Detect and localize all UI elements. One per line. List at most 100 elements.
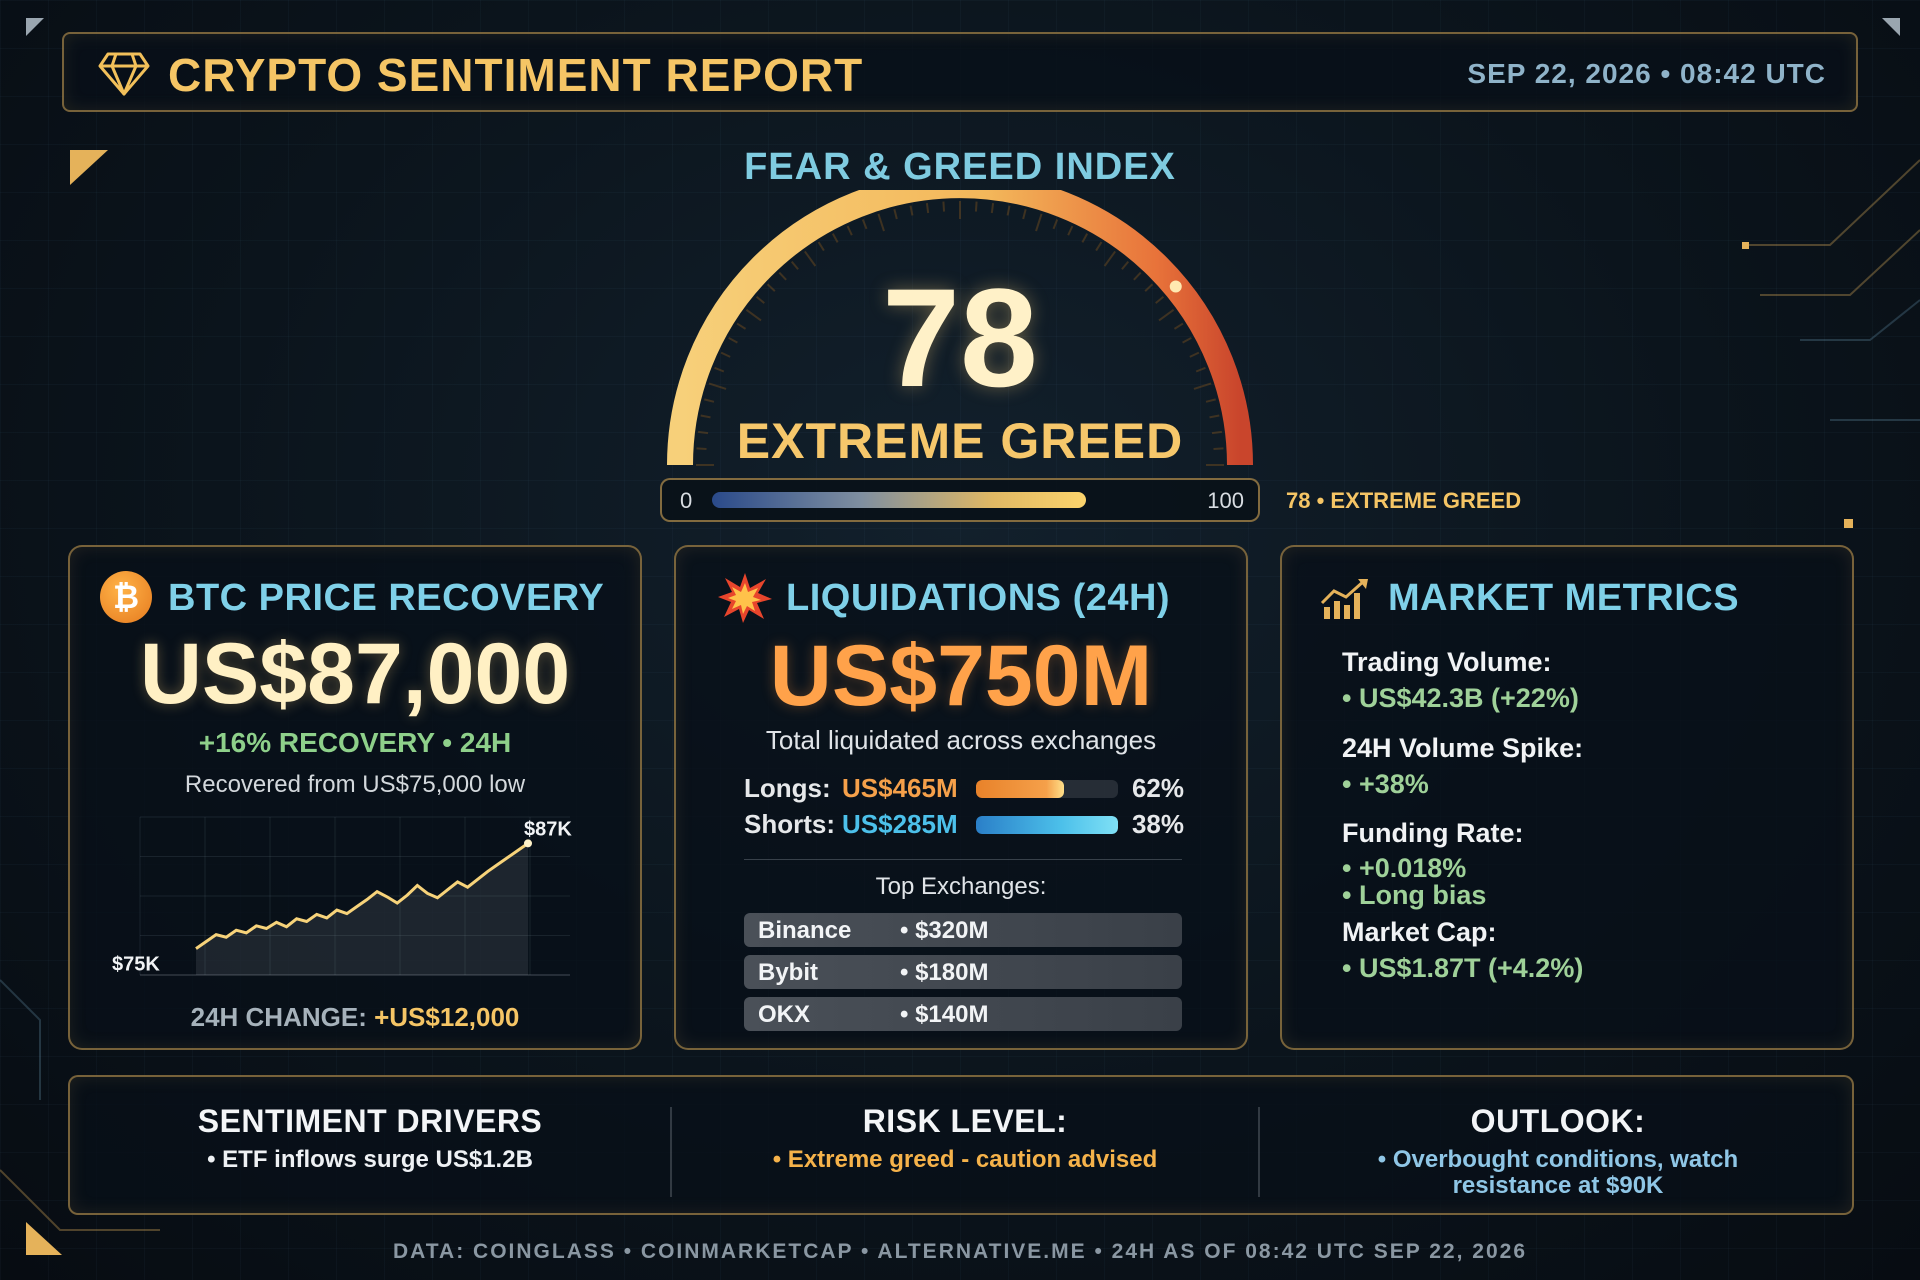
gauge-tick — [1158, 309, 1175, 322]
gauge-tick — [1205, 398, 1216, 403]
report-title: CRYPTO SENTIMENT REPORT — [168, 49, 864, 101]
scale-fill — [712, 492, 1087, 508]
diamond-icon — [98, 52, 150, 96]
funding-bias-value: • Long bias — [1342, 880, 1487, 910]
chart-end-label: $87K — [524, 818, 572, 840]
risk-level-title: RISK LEVEL: — [862, 1103, 1068, 1139]
outlook: OUTLOOK: • Overbought conditions, watch … — [1260, 1077, 1856, 1217]
gauge-caption: 78 • EXTREME GREED — [1286, 488, 1522, 513]
gauge-tick — [1081, 233, 1089, 243]
gauge-tick — [893, 209, 898, 220]
btc-price: US$87,000 — [139, 626, 571, 722]
shorts-bar-fill — [976, 816, 1118, 834]
chart-end-point — [524, 839, 532, 848]
gauge-tick — [766, 283, 776, 292]
outlook-title: OUTLOOK: — [1470, 1103, 1646, 1139]
gauge-tick — [704, 398, 715, 403]
longs-bar — [976, 780, 1118, 798]
outlook-text: • Overbought conditions, watch resistanc… — [1260, 1147, 1856, 1199]
gauge-tick — [700, 414, 711, 419]
gauge-scale-bar: 0 100 — [660, 478, 1260, 522]
outlook-line-1: • Overbought conditions, watch — [1377, 1146, 1739, 1173]
market-cap-value: • US$1.87T (+4.2%) — [1342, 953, 1584, 983]
gauge-tick — [1155, 295, 1165, 304]
funding-rate-value: • +0.018% — [1342, 853, 1467, 883]
gauge-arc — [667, 190, 1253, 466]
longs-label: Longs: — [744, 773, 831, 803]
gauge-tick — [1067, 225, 1074, 236]
header-bar: CRYPTO SENTIMENT REPORT SEP 22, 2026 • 0… — [62, 32, 1858, 112]
gauge-tick — [877, 213, 885, 232]
gauge-tick — [1182, 336, 1192, 344]
exchange-name: Bybit — [758, 959, 818, 986]
chart-growth-icon — [1320, 579, 1368, 619]
market-metrics-panel: MARKET METRICS Trading Volume: • US$42.3… — [1280, 545, 1854, 1050]
exchange-row-okx: OKX • $140M — [744, 997, 1182, 1031]
volume-spike-label: 24H Volume Spike: — [1342, 733, 1584, 763]
gauge-tick — [1195, 366, 1206, 373]
liquidations-panel-title: LIQUIDATIONS (24H) — [786, 577, 1171, 619]
sentiment-drivers: SENTIMENT DRIVERS • ETF inflows surge US… — [70, 1077, 670, 1217]
shorts-label: Shorts: — [744, 809, 835, 839]
gauge-tick — [1189, 351, 1200, 358]
gauge-tick — [778, 271, 787, 281]
gauge-ticks — [696, 201, 1224, 466]
data-sources-footer: DATA: COINGLASS • COINMARKETCAP • ALTERN… — [393, 1240, 1527, 1263]
gauge-tick — [1052, 219, 1059, 230]
chart-area — [196, 843, 528, 975]
btc-recovery: +16% RECOVERY • 24H — [198, 727, 512, 758]
liquidations-divider — [744, 859, 1182, 860]
gauge-tick — [925, 202, 930, 214]
exchange-amount: • $140M — [900, 1001, 989, 1028]
gauge-tick — [1095, 241, 1103, 252]
sentiment-drivers-text: • ETF inflows surge US$1.2B — [207, 1146, 533, 1173]
gauge-tick — [708, 382, 727, 390]
gauge-tick — [697, 430, 709, 435]
exchange-name: Binance — [758, 917, 852, 944]
exchange-name: OKX — [758, 1001, 811, 1028]
exchange-row-bybit: Bybit • $180M — [744, 955, 1182, 989]
trading-volume-label: Trading Volume: — [1342, 647, 1552, 677]
gauge-title: FEAR & GREED INDEX — [744, 146, 1176, 188]
gauge-label: EXTREME GREED — [736, 413, 1184, 469]
gauge-tick — [1035, 213, 1043, 232]
gauge-tick — [720, 351, 731, 358]
top-exchanges-title: Top Exchanges: — [875, 873, 1047, 900]
liquidations-panel: LIQUIDATIONS (24H) US$750M Total liquida… — [674, 545, 1248, 1050]
chart-series-line — [195, 842, 529, 950]
liquidations-total: US$750M — [769, 628, 1153, 724]
sentiment-drivers-title: SENTIMENT DRIVERS — [197, 1103, 543, 1139]
gauge-tick — [745, 309, 762, 322]
report-timestamp: SEP 22, 2026 • 08:42 UTC — [1467, 58, 1826, 89]
btc-change-value: +US$12,000 — [374, 1002, 520, 1032]
gauge-tick — [1173, 322, 1184, 330]
longs-bar-fill — [976, 780, 1065, 798]
bottom-summary-panel: SENTIMENT DRIVERS • ETF inflows surge US… — [68, 1075, 1854, 1215]
shorts-row: Shorts: US$285M 38% — [744, 809, 1184, 839]
exchange-amount: • $180M — [900, 959, 989, 986]
gauge-tick — [909, 205, 914, 216]
chart-start-label: $75K — [112, 954, 160, 976]
btc-change-label: 24H CHANGE: — [190, 1002, 367, 1032]
gauge-tick — [1022, 209, 1027, 220]
gauge-tick — [736, 322, 747, 330]
longs-row: Longs: US$465M 62% — [744, 773, 1184, 803]
gauge-marker — [1169, 280, 1182, 293]
gauge-tick — [1193, 382, 1212, 390]
gauge-tick — [1144, 283, 1154, 292]
btc-recovered-from: Recovered from US$75,000 low — [184, 771, 526, 798]
shorts-pct: 38% — [1131, 809, 1184, 839]
risk-level-text: • Extreme greed - caution advised — [772, 1146, 1158, 1173]
gauge-tick — [1209, 414, 1220, 419]
gauge-tick — [1006, 205, 1011, 216]
longs-pct: 62% — [1131, 773, 1184, 803]
gauge-tick — [846, 225, 853, 236]
column-divider — [670, 1107, 672, 1197]
gauge-tick — [861, 219, 868, 230]
column-divider — [1258, 1107, 1260, 1197]
btc-panel: ₿ BTC PRICE RECOVERY US$87,000 +16% RECO… — [68, 545, 642, 1050]
gauge-tick — [942, 201, 946, 212]
gauge-tick — [790, 260, 799, 270]
market-cap-label: Market Cap: — [1342, 917, 1497, 947]
